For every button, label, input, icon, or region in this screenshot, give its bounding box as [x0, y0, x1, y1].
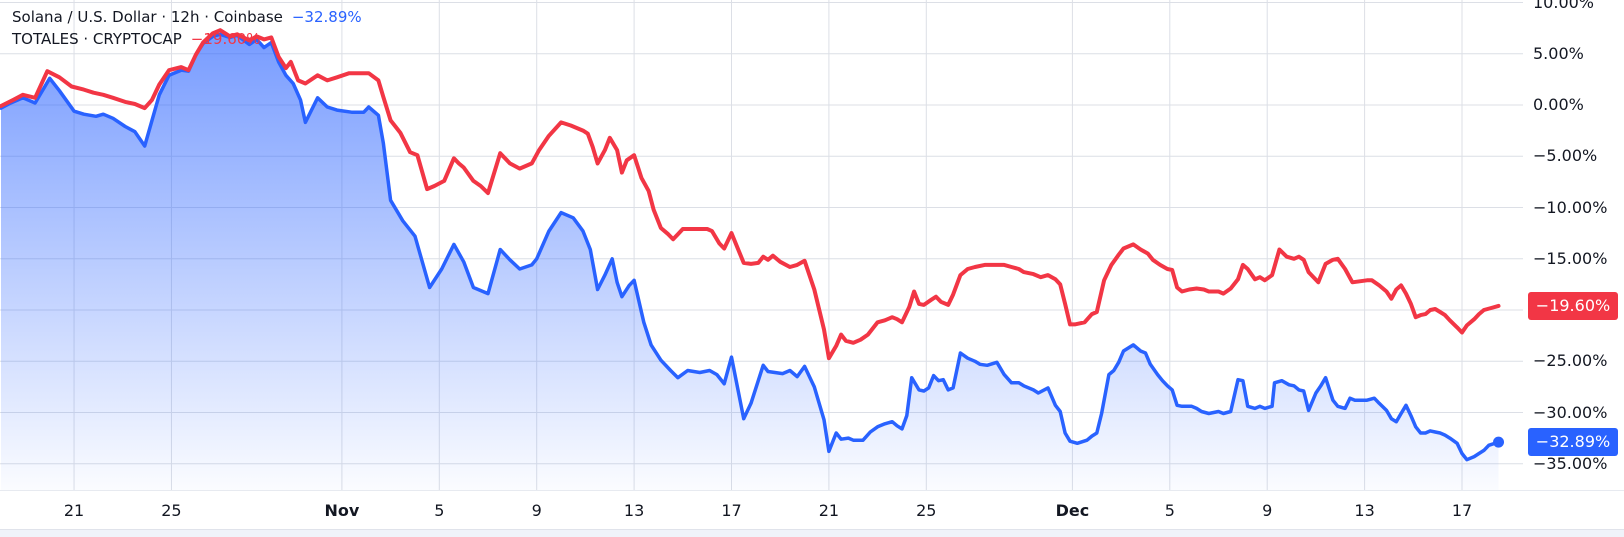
price-axis-label: −5.00% [1533, 146, 1598, 166]
time-axis-label: 9 [531, 501, 542, 520]
time-axis-label: 9 [1262, 501, 1273, 520]
total-last-price-badge: −19.60% [1528, 291, 1618, 320]
legend-symbol-total: TOTALES · CRYPTOCAP [12, 30, 182, 48]
time-axis-label: 25 [916, 501, 937, 520]
price-axis-label: −35.00% [1533, 453, 1608, 473]
time-axis-scale[interactable]: 21 25 Nov 5 9 13 17 21 25 Dec 5 9 13 17 [0, 490, 1624, 530]
time-axis-label: Nov [324, 501, 360, 520]
time-axis-label: Dec [1055, 501, 1090, 520]
price-axis-label: −25.00% [1533, 351, 1608, 371]
time-axis-label: 13 [623, 501, 645, 520]
time-axis-label: 5 [434, 501, 445, 520]
price-axis-scale[interactable]: 10.00% 5.00% 0.00% −5.00% −10.00% −15.00% −25.… [1523, 0, 1624, 490]
total-cryptocap-series-line [0, 28, 1501, 361]
legend-row-solana[interactable]: Solana / U.S. Dollar · 12h · Coinbase −32… [12, 6, 362, 28]
solana-series-line [0, 32, 1501, 462]
price-axis-label: 0.00% [1533, 95, 1584, 114]
legend-change-total: −19.60% [190, 30, 261, 48]
bottom-toolbar-strip [0, 529, 1624, 537]
solana-last-price-badge: −32.89% [1528, 428, 1618, 457]
solana-last-point-dot [1493, 436, 1505, 448]
price-axis-label: 5.00% [1533, 43, 1584, 63]
price-axis-label: −15.00% [1533, 248, 1608, 268]
time-axis-label: 21 [818, 501, 840, 520]
time-axis-label: 5 [1164, 501, 1175, 520]
price-axis-label: 10.00% [1533, 0, 1595, 12]
legend-symbol-solana: Solana / U.S. Dollar · 12h · Coinbase [12, 8, 283, 26]
price-axis-label: −30.00% [1533, 402, 1608, 422]
legend-row-total[interactable]: TOTALES · CRYPTOCAP −19.60% [12, 28, 362, 50]
price-axis-label: −10.00% [1533, 197, 1608, 217]
time-axis-label: 21 [63, 501, 85, 520]
solana-area-fill [1, 34, 1499, 491]
time-axis-label: 17 [1451, 501, 1473, 520]
time-axis-label: 13 [1354, 501, 1375, 520]
time-axis-label: 17 [721, 501, 742, 520]
chart-legend: Solana / U.S. Dollar · 12h · Coinbase −32… [12, 6, 362, 50]
time-axis-label: 25 [161, 501, 182, 520]
legend-change-solana: −32.89% [291, 8, 362, 26]
